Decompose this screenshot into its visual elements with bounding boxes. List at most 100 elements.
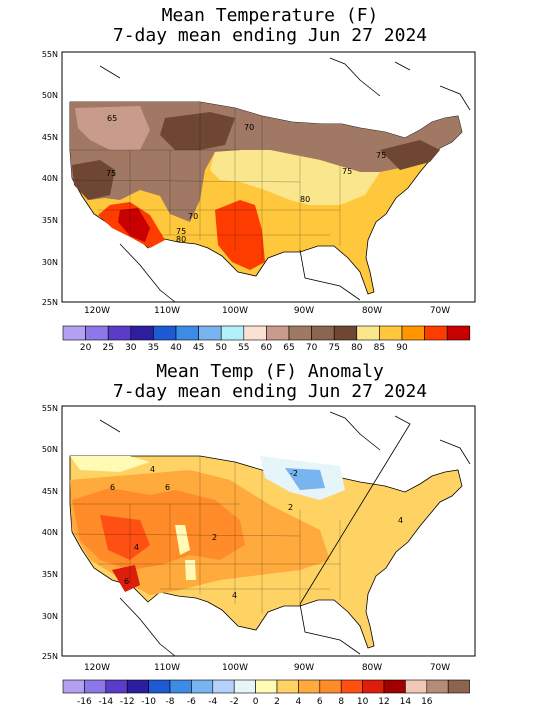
legend-swatch xyxy=(191,679,214,694)
lat-label: 45N xyxy=(42,487,58,496)
region-anomaly-pale xyxy=(70,456,196,580)
lon-label: 100W xyxy=(222,306,248,316)
legend-label: -8 xyxy=(166,697,175,707)
anomaly-map: 4 6 2 6 4 4 4 2 6 -2 55N 50N 45N 40N 35N… xyxy=(42,404,476,661)
lon-label: 70W xyxy=(430,663,450,673)
panel1-title-line1: Mean Temperature (F) xyxy=(161,5,379,26)
legend-swatch xyxy=(84,679,107,694)
region-75-80 xyxy=(210,150,380,205)
legend-label: 2 xyxy=(274,697,280,707)
legend-swatch xyxy=(405,679,428,694)
panel1-lon-axis: 120W 110W 100W 90W 80W 70W xyxy=(84,306,450,316)
region-anomaly-cold xyxy=(285,468,325,490)
legend-label: 10 xyxy=(357,697,369,707)
anomaly-legend: -16 -14 -12 -10 -8 -6 -4 -2 0 2 4 6 8 10 12 14 16 xyxy=(62,679,470,707)
lon-label: 120W xyxy=(84,306,110,316)
lon-label: 70W xyxy=(430,306,450,316)
coastline xyxy=(99,57,471,303)
legend-swatch xyxy=(379,325,403,341)
temperature-legend: 20 25 30 35 40 45 50 55 60 65 70 75 80 85 90 xyxy=(62,325,471,353)
legend-label: 35 xyxy=(148,343,159,353)
lat-label: 40N xyxy=(42,174,58,183)
legend-swatch xyxy=(447,679,470,694)
lon-label: 90W xyxy=(294,663,314,673)
lat-label: 50N xyxy=(42,91,58,100)
state-borders xyxy=(70,102,341,260)
lat-label: 55N xyxy=(42,50,58,59)
legend-label: 30 xyxy=(125,343,137,353)
legend-label: 80 xyxy=(351,343,363,353)
legend-swatch xyxy=(426,679,449,694)
legend-label: -14 xyxy=(98,697,113,707)
legend-label: -4 xyxy=(208,697,217,707)
legend-swatch xyxy=(362,679,385,694)
lon-label: 110W xyxy=(154,663,180,673)
panel2-title-line2: 7-day mean ending Jun 27 2024 xyxy=(112,381,428,402)
contour-label: 4 xyxy=(232,591,237,600)
legend-label: 14 xyxy=(400,697,412,707)
lat-label: 25N xyxy=(42,652,58,661)
lon-label: 110W xyxy=(154,306,180,316)
legend-swatch xyxy=(62,325,86,341)
lat-label: 40N xyxy=(42,528,58,537)
legend-label: -2 xyxy=(230,697,239,707)
contour-label: 70 xyxy=(188,212,198,221)
contour-label: 75 xyxy=(376,151,386,160)
region-65 xyxy=(75,106,150,150)
legend-swatch xyxy=(356,325,380,341)
lat-label: 45N xyxy=(42,133,58,142)
legend-swatch xyxy=(424,325,448,341)
contour-label: 75 xyxy=(342,167,352,176)
lat-labels: 55N 50N 45N 40N 35N 30N 25N xyxy=(42,50,58,307)
lon-label: 80W xyxy=(362,663,382,673)
lat-label: 35N xyxy=(42,570,58,579)
legend-label: 8 xyxy=(338,697,344,707)
lon-label: 120W xyxy=(84,663,110,673)
legend-label: 16 xyxy=(421,697,433,707)
legend-swatch xyxy=(288,325,312,341)
legend-label: 20 xyxy=(80,343,92,353)
legend-label: 65 xyxy=(283,343,294,353)
contour-label: 6 xyxy=(165,483,170,492)
legend-label: 85 xyxy=(374,343,385,353)
legend-swatch xyxy=(298,679,321,694)
contour-label: 4 xyxy=(134,543,139,552)
panel2-title-line1: Mean Temp (F) Anomaly xyxy=(156,361,384,382)
legend-swatch xyxy=(276,679,299,694)
legend-label: 70 xyxy=(306,343,318,353)
legend-swatch xyxy=(153,325,177,341)
legend-label: 25 xyxy=(102,343,113,353)
legend-swatch xyxy=(333,325,358,341)
legend-swatch xyxy=(105,679,128,694)
region-anomaly-8-10 xyxy=(100,515,150,560)
contour-label: 6 xyxy=(124,577,129,586)
contour-label: -2 xyxy=(290,469,298,478)
legend-swatch xyxy=(233,679,256,694)
state-borders xyxy=(70,456,341,614)
region-anomaly-10-12 xyxy=(112,565,140,592)
legend-label: 90 xyxy=(396,343,408,353)
contour-label: 75 xyxy=(176,227,186,236)
legend-label: -16 xyxy=(77,697,92,707)
contour-label: 80 xyxy=(176,235,186,244)
legend-swatch xyxy=(62,679,85,694)
legend-swatch xyxy=(212,679,235,694)
legend-label: 45 xyxy=(193,343,204,353)
legend-swatch xyxy=(198,325,222,341)
contour-label: 6 xyxy=(110,483,115,492)
region-75-dark xyxy=(160,112,235,150)
contour-label: 70 xyxy=(244,123,254,132)
lat-label: 35N xyxy=(42,216,58,225)
legend-swatch xyxy=(319,679,342,694)
contour-label: 4 xyxy=(398,516,403,525)
lat-labels: 55N 50N 45N 40N 35N 30N 25N xyxy=(42,404,58,661)
legend-label: -6 xyxy=(187,697,196,707)
legend-label: 0 xyxy=(253,697,259,707)
panel1-title-line2: 7-day mean ending Jun 27 2024 xyxy=(112,25,428,46)
coastline xyxy=(99,411,471,657)
legend-swatch xyxy=(220,325,245,341)
lon-label: 80W xyxy=(362,306,382,316)
region-90 xyxy=(118,208,150,242)
legend-swatch xyxy=(175,325,199,341)
contour-label: 2 xyxy=(288,503,293,512)
